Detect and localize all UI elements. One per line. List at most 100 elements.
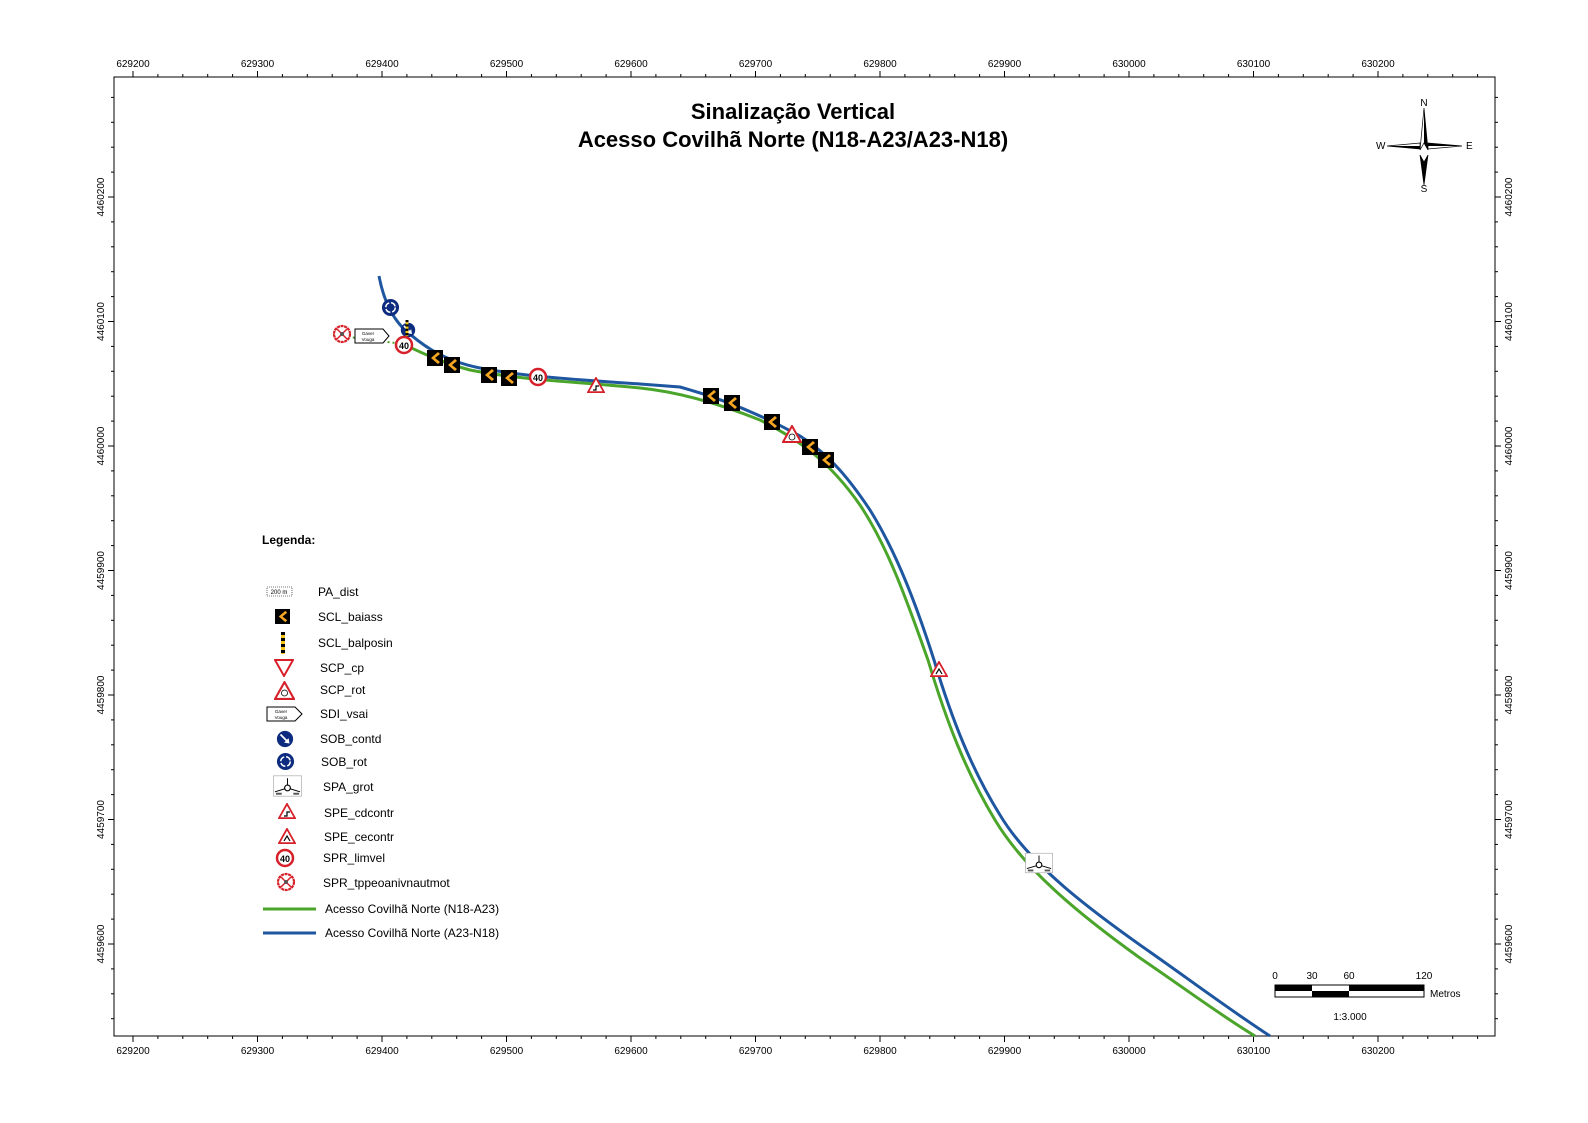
scale-unit: Metros xyxy=(1430,989,1461,1000)
y-tick-label-left: 4459900 xyxy=(96,551,107,590)
sign-layer: Gaver Vouga 40 40 xyxy=(332,298,1053,874)
legend-item-label: SPR_tppeoanivnautmot xyxy=(323,876,450,890)
speed-limit-icon: 40 xyxy=(275,848,295,868)
graticule-ticks: 629200 629200 629300 629300 629400 629400 6295… xyxy=(96,59,1515,1057)
chevron-sign-icon[interactable] xyxy=(501,370,517,386)
legend-route-label: Acesso Covilhã Norte (N18-A23) xyxy=(325,902,499,916)
legend-item-label: SPE_cdcontr xyxy=(324,806,394,820)
east-label: E xyxy=(1466,141,1473,152)
legend-heading: Legenda: xyxy=(262,533,315,547)
chevron-sign-icon[interactable] xyxy=(764,414,780,430)
legend-item-label: SCL_balposin xyxy=(318,636,393,650)
y-tick-label-right: 4460100 xyxy=(1504,302,1515,341)
roundabout-diagram-icon xyxy=(273,775,302,797)
y-tick-label-right: 4460000 xyxy=(1504,426,1515,465)
north-label: N xyxy=(1420,98,1427,109)
legend-item-label: SOB_rot xyxy=(321,755,368,769)
route-n18-a23-line xyxy=(402,342,1256,1038)
x-tick-label-bottom: 629900 xyxy=(988,1046,1022,1057)
chevron-sign-icon xyxy=(275,609,290,624)
scale-tick-label: 0 xyxy=(1272,971,1278,982)
legend-item-label: SCP_rot xyxy=(320,683,366,697)
x-tick-label-bottom: 629700 xyxy=(739,1046,773,1057)
striped-post-icon[interactable] xyxy=(405,320,409,336)
no-entry-vehicles-icon[interactable] xyxy=(332,324,352,344)
x-tick-label-top: 629600 xyxy=(614,59,648,70)
roundabout-diagram-icon[interactable] xyxy=(1025,852,1053,874)
chevron-sign-icon[interactable] xyxy=(818,452,834,468)
chevron-sign-icon[interactable] xyxy=(481,367,497,383)
y-tick-label-right: 4459600 xyxy=(1504,924,1515,963)
x-tick-label-top: 630000 xyxy=(1112,59,1146,70)
chevron-sign-icon[interactable] xyxy=(427,350,443,366)
direction-sign-line1: Gaver xyxy=(362,331,375,336)
x-tick-label-bottom: 629300 xyxy=(241,1046,275,1057)
x-tick-label-top: 630200 xyxy=(1361,59,1395,70)
x-tick-label-bottom: 630200 xyxy=(1361,1046,1395,1057)
roundabout-mandatory-icon[interactable] xyxy=(381,298,400,317)
legend-item-label: SPR_limvel xyxy=(323,851,385,865)
direction-sign-line2: Vouga xyxy=(275,715,288,720)
y-tick-label-right: 4460200 xyxy=(1504,177,1515,216)
x-tick-label-top: 630100 xyxy=(1237,59,1271,70)
direction-sign-icon: Gaver Vouga xyxy=(266,706,303,722)
legend: Legenda: 200 m Gaver Vouga 4 xyxy=(262,533,499,940)
x-tick-label-top: 629500 xyxy=(490,59,524,70)
chevron-sign-icon[interactable] xyxy=(802,439,818,455)
speed-limit-icon[interactable]: 40 xyxy=(528,367,548,387)
scale-tick-label: 120 xyxy=(1416,971,1433,982)
y-tick-label-left: 4459700 xyxy=(96,800,107,839)
speed-limit-value: 40 xyxy=(280,854,290,864)
speed-limit-icon[interactable]: 40 xyxy=(394,335,414,355)
roundabout-mandatory-icon xyxy=(276,752,295,771)
legend-item-label: PA_dist xyxy=(318,585,359,599)
y-tick-label-right: 4459700 xyxy=(1504,800,1515,839)
no-entry-vehicles-icon xyxy=(276,872,296,892)
chevron-sign-icon[interactable] xyxy=(724,395,740,411)
map-title-line1: Sinalização Vertical xyxy=(691,99,895,124)
x-tick-label-top: 629800 xyxy=(863,59,897,70)
north-arrow-icon: N S E W xyxy=(1376,98,1473,195)
x-tick-label-bottom: 629500 xyxy=(490,1046,524,1057)
curve-left-warning-icon xyxy=(278,828,296,844)
x-tick-label-top: 629300 xyxy=(241,59,275,70)
map-frame xyxy=(113,76,1496,1037)
keep-right-sign-icon xyxy=(276,730,294,748)
x-tick-label-top: 629200 xyxy=(116,59,150,70)
direction-sign-line2: Vouga xyxy=(362,337,375,342)
direction-sign-icon[interactable]: Gaver Vouga xyxy=(354,328,390,344)
roundabout-warning-icon[interactable] xyxy=(782,425,802,443)
y-tick-label-left: 4460000 xyxy=(96,426,107,465)
y-tick-label-left: 4459600 xyxy=(96,924,107,963)
route-a23-n18-line xyxy=(377,275,1271,1038)
legend-item-label: SCL_baiass xyxy=(318,610,383,624)
legend-item-label: SPA_grot xyxy=(323,780,374,794)
chevron-sign-icon[interactable] xyxy=(703,388,719,404)
pa-dist-icon: 200 m xyxy=(266,586,293,597)
scale-ratio: 1:3.000 xyxy=(1333,1012,1367,1023)
curve-right-warning-icon xyxy=(278,803,296,819)
y-tick-label-right: 4459800 xyxy=(1504,675,1515,714)
scale-tick-label: 60 xyxy=(1343,971,1355,982)
x-tick-label-top: 629900 xyxy=(988,59,1022,70)
roundabout-warning-icon xyxy=(274,681,295,700)
chevron-sign-icon[interactable] xyxy=(444,357,460,373)
south-label: S xyxy=(1421,184,1428,195)
x-tick-label-top: 629700 xyxy=(739,59,773,70)
speed-limit-value: 40 xyxy=(533,373,543,383)
x-tick-label-bottom: 629800 xyxy=(863,1046,897,1057)
curve-left-warning-icon[interactable] xyxy=(930,661,948,677)
pa-dist-text: 200 m xyxy=(271,590,288,596)
curve-right-warning-icon[interactable] xyxy=(587,377,605,393)
x-tick-label-bottom: 630100 xyxy=(1237,1046,1271,1057)
x-tick-label-top: 629400 xyxy=(365,59,399,70)
speed-limit-value: 40 xyxy=(399,341,409,351)
striped-post-icon xyxy=(281,632,285,654)
west-label: W xyxy=(1376,141,1386,152)
legend-item-label: SPE_cecontr xyxy=(324,830,394,844)
y-tick-label-left: 4459800 xyxy=(96,675,107,714)
direction-sign-line1: Gaver xyxy=(275,709,288,714)
y-tick-label-right: 4459900 xyxy=(1504,551,1515,590)
y-tick-label-left: 4460100 xyxy=(96,302,107,341)
